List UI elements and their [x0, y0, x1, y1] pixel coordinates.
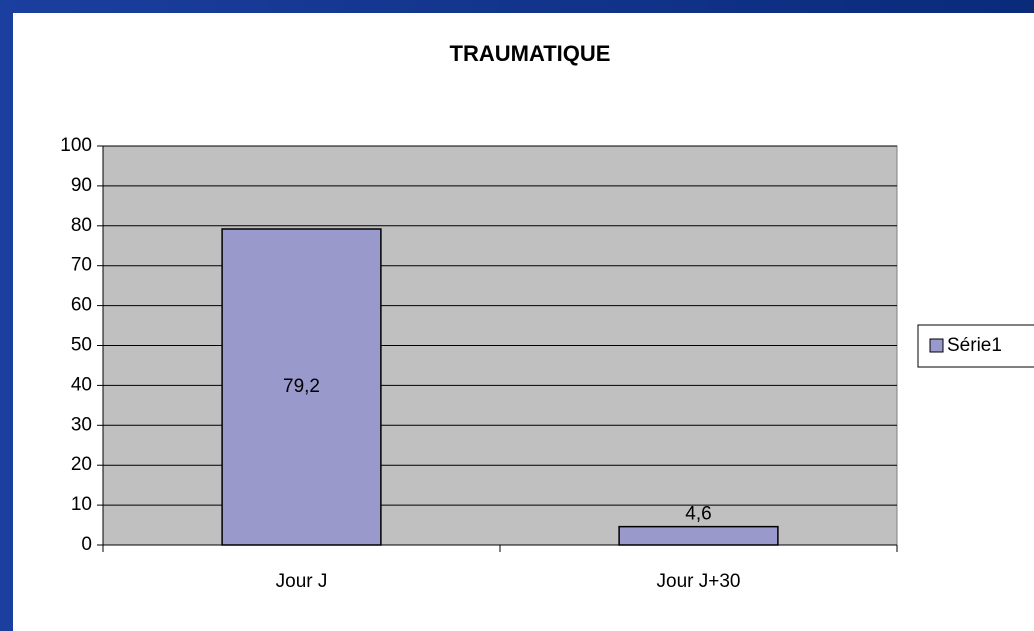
y-tick-label: 60 [71, 295, 92, 316]
y-tick-label: 100 [60, 135, 92, 156]
y-tick-label: 80 [71, 215, 92, 236]
legend-swatch [929, 338, 944, 353]
data-label: 79,2 [283, 376, 320, 397]
data-label: 4,6 [685, 504, 711, 525]
y-tick-label: 50 [71, 335, 92, 356]
x-tick-label: Jour J+30 [657, 571, 741, 592]
y-tick-label: 40 [71, 374, 92, 395]
y-tick-label: 90 [71, 175, 92, 196]
y-tick-label: 70 [71, 255, 92, 276]
x-tick-label: Jour J [276, 571, 328, 592]
y-tick-label: 20 [71, 454, 92, 475]
legend-label: Série1 [947, 335, 1002, 356]
y-tick-label: 30 [71, 414, 92, 435]
bar [221, 228, 382, 546]
y-tick-label: 10 [71, 494, 92, 515]
bar [618, 525, 779, 546]
chart-title: TRAUMATIQUE [450, 41, 611, 66]
y-tick-label: 0 [81, 534, 92, 555]
